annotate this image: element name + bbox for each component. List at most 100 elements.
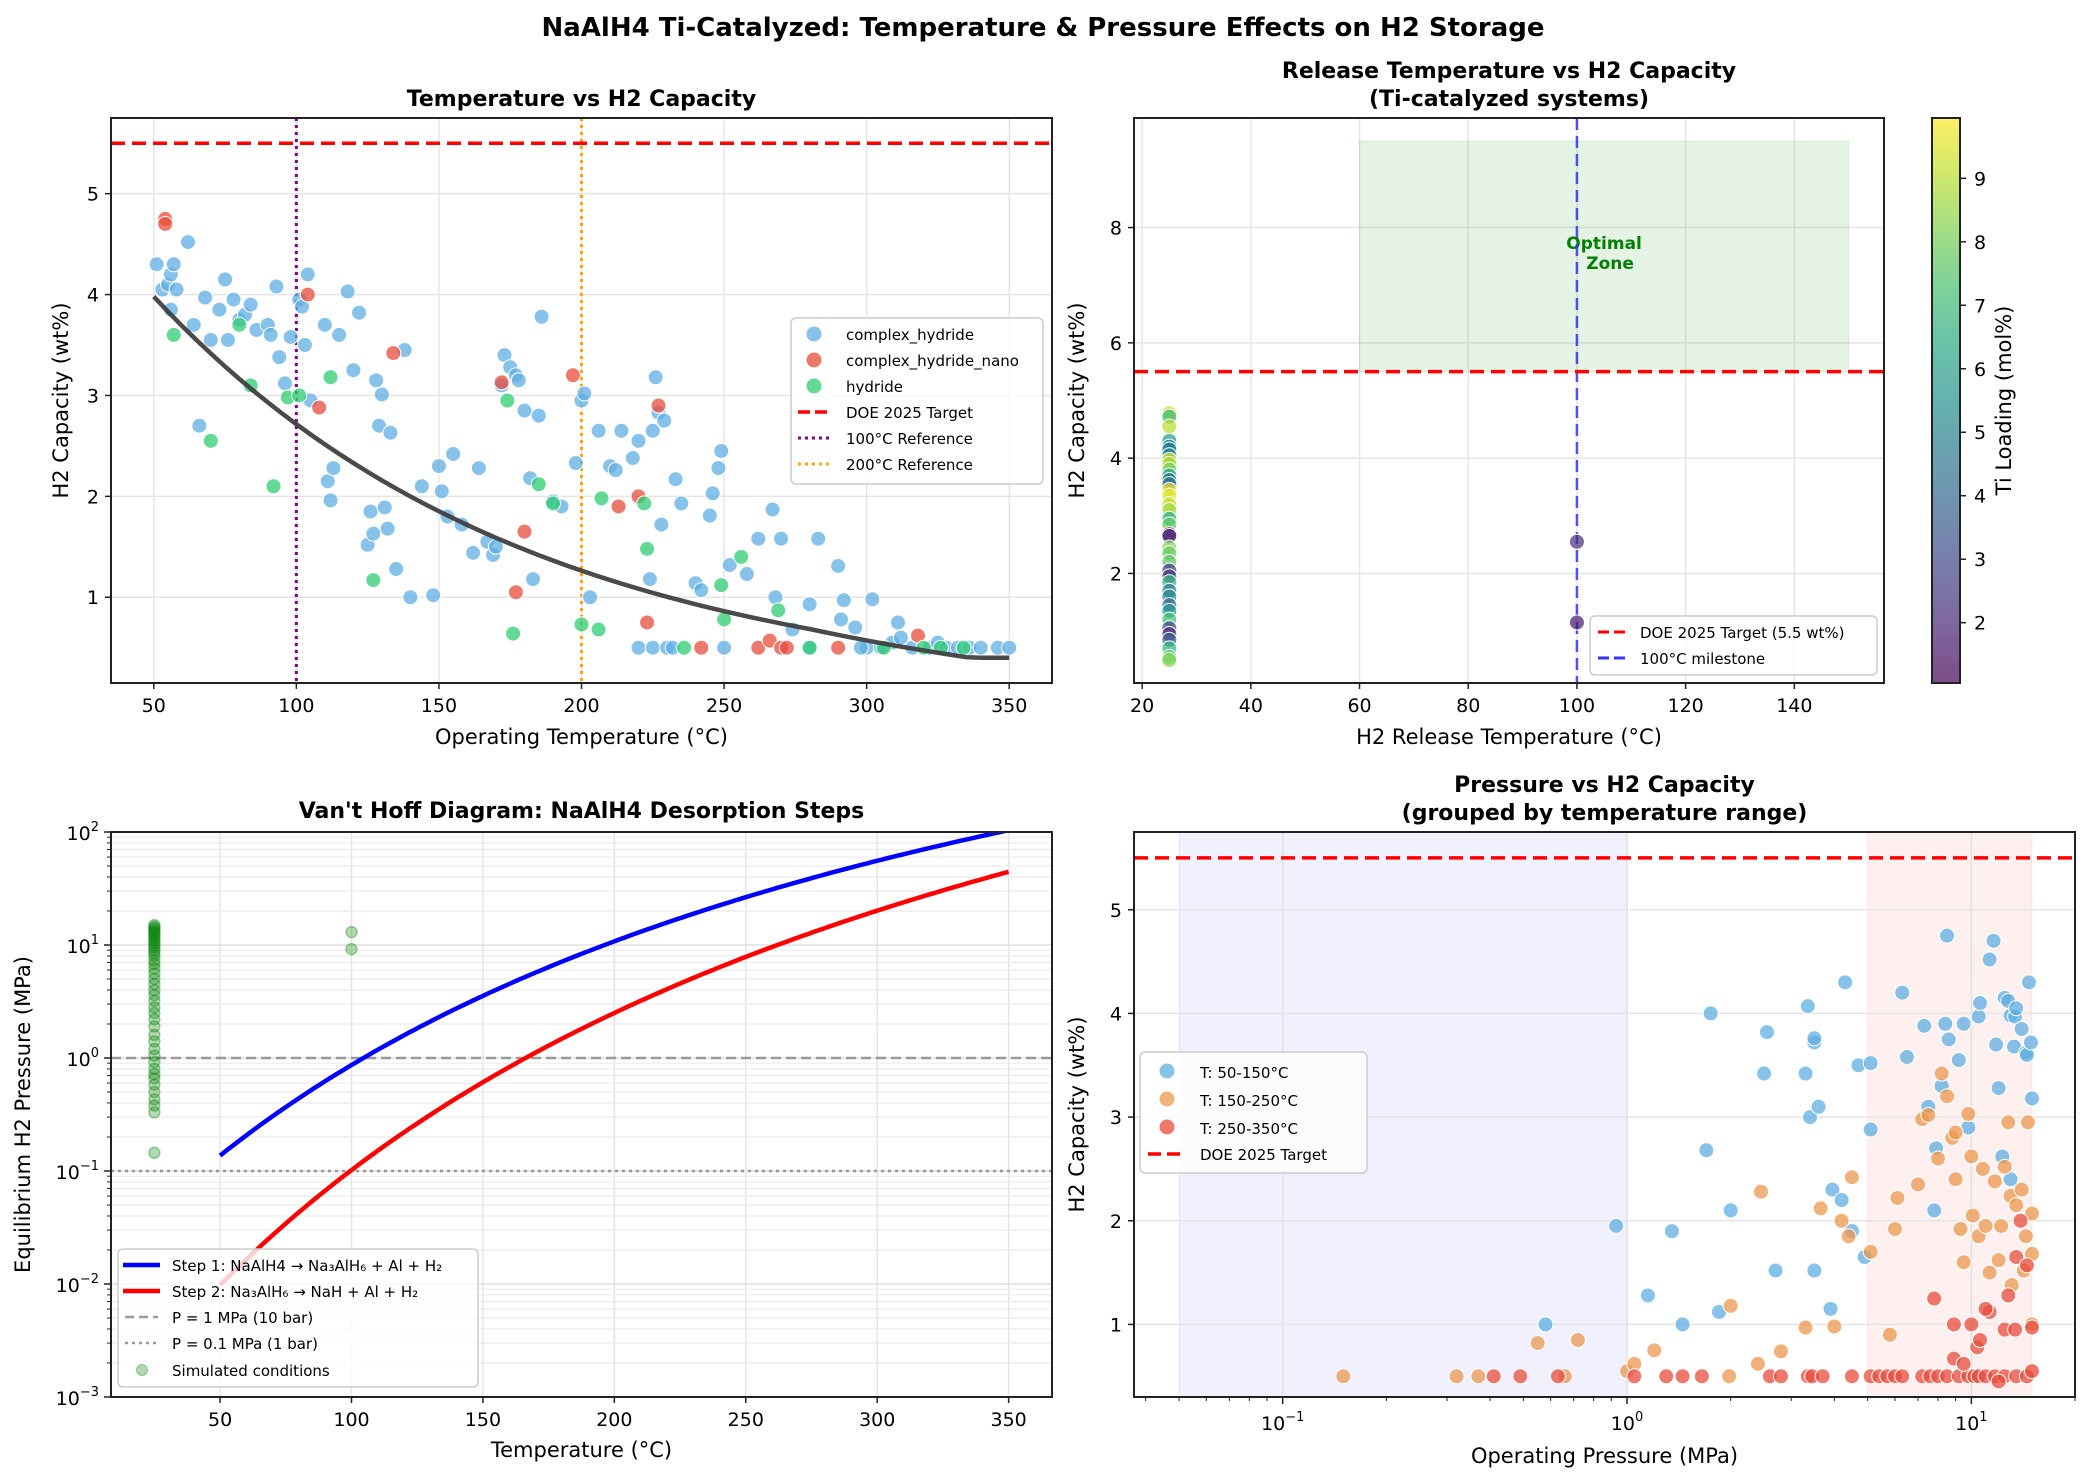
- data-point-t-range-1: [2008, 1000, 2025, 1017]
- data-point-t-range-1: [1862, 1055, 1879, 1072]
- data-point-t-range-1: [1985, 932, 2002, 949]
- data-point-complex-hydride: [225, 291, 242, 308]
- data-point-t-range-2: [1981, 1264, 1998, 1281]
- x-tick-label: 101: [1955, 1410, 1987, 1435]
- x-tick-label: 350: [990, 1409, 1026, 1431]
- x-tick-label: 50: [142, 695, 166, 717]
- colorbar-tick-label: 8: [1974, 232, 1986, 254]
- data-point-t-range-2: [1833, 1212, 1850, 1229]
- data-point-complex-hydride: [465, 544, 482, 561]
- data-point-t-range-1: [1926, 1202, 1943, 1219]
- simulated-condition-point: [148, 936, 161, 949]
- data-point-complex-hydride-nano: [299, 286, 316, 303]
- data-point-t-range-1: [1894, 984, 1911, 1001]
- data-point-t-range-2: [1812, 1200, 1829, 1217]
- legend-label: DOE 2025 Target: [1200, 1146, 1327, 1164]
- colorbar-tick-label: 3: [1974, 549, 1986, 571]
- data-point-t-range-3: [2007, 1321, 2024, 1338]
- data-point-t-range-1: [1799, 998, 1816, 1015]
- simulated-condition-point: [148, 962, 161, 975]
- points-layer: [1134, 856, 2075, 1390]
- data-point-t-range-1: [1537, 1316, 1554, 1333]
- colorbar-tick-label: 7: [1974, 295, 1986, 317]
- data-point-t-range-2: [1753, 1183, 1770, 1200]
- data-point: [1161, 651, 1178, 668]
- legend-marker: [806, 326, 822, 342]
- data-point-hydride: [231, 316, 248, 333]
- axes-frame: [110, 831, 1053, 1398]
- data-point-t-range-1: [1837, 974, 1854, 991]
- x-tick-label: 100: [1559, 695, 1595, 717]
- data-point-hydride: [573, 616, 590, 633]
- axes-frame: [1133, 831, 2076, 1398]
- simulated-condition-point: [148, 924, 161, 937]
- data-point-complex-hydride: [710, 460, 727, 477]
- data-point-complex-hydride: [890, 614, 907, 631]
- data-point-t-range-2: [2023, 1205, 2040, 1222]
- y-tick-label: 3: [87, 385, 99, 407]
- data-point-complex-hydride: [653, 516, 670, 533]
- data-point-t-range-2: [1840, 1228, 1857, 1245]
- data-point-complex-hydride: [470, 460, 487, 477]
- data-point-hydride: [801, 639, 818, 656]
- x-tick-label: 40: [1239, 695, 1263, 717]
- data-point-t-range-2: [2017, 1228, 2034, 1245]
- simulated-condition-point: [148, 1099, 161, 1112]
- data-point-complex-hydride-nano: [610, 498, 627, 515]
- data-point-t-range-1: [1955, 1015, 1972, 1032]
- simulated-condition-point: [148, 977, 161, 991]
- data-point-complex-hydride: [530, 407, 547, 424]
- y-tick-label-base: 10: [67, 823, 91, 845]
- data-point-t-range-1: [1940, 1031, 1957, 1048]
- data-point-t-range-2: [1939, 1088, 1956, 1105]
- y-tick-label: 2: [1110, 1211, 1122, 1233]
- data-point-complex-hydride: [773, 530, 790, 547]
- x-tick-label-exp: 0: [1635, 1410, 1643, 1425]
- data-point-t-range-1: [1988, 1036, 2005, 1053]
- data-point-complex-hydride: [148, 256, 165, 273]
- data-point-complex-hydride: [764, 501, 781, 518]
- simulated-condition-point: [148, 1106, 161, 1119]
- data-point-hydride: [593, 490, 610, 507]
- data-point-t-range-2: [2008, 1197, 2025, 1214]
- data-point-t-range-3: [1674, 1368, 1691, 1385]
- data-point-t-range-1: [1822, 1300, 1839, 1317]
- data-point-hydride: [322, 369, 339, 386]
- data-point-complex-hydride: [319, 473, 336, 490]
- legend-label: complex_hydride: [846, 326, 974, 345]
- equilibrium-curve-step-2: [218, 869, 1010, 1287]
- data-point: [1568, 533, 1585, 550]
- legend-marker: [1159, 1119, 1175, 1135]
- legend-box: [1589, 615, 1878, 676]
- data-point-complex-hydride: [810, 530, 827, 547]
- data-point-t-range-2: [1722, 1297, 1739, 1314]
- data-point-complex-hydride: [379, 520, 396, 537]
- data-point-complex-hydride: [647, 369, 664, 386]
- data-point-t-range-2: [1964, 1207, 1981, 1224]
- trend-line: [152, 295, 1010, 661]
- y-tick-label: 4: [87, 285, 99, 307]
- simulated-condition-point: [148, 1146, 161, 1160]
- data-point-t-range-2: [1448, 1368, 1465, 1385]
- simulated-condition-point: [148, 954, 161, 967]
- data-point-complex-hydride-nano: [311, 399, 328, 416]
- data-point-complex-hydride: [576, 385, 593, 402]
- simulated-condition-point: [148, 1085, 161, 1099]
- simulated-condition-point: [148, 918, 161, 932]
- x-tick-label-base: 10: [1261, 1413, 1285, 1435]
- x-tick-label: 350: [991, 695, 1027, 717]
- data-point-t-range-1: [1663, 1223, 1680, 1240]
- data-point-hydride: [165, 326, 182, 343]
- data-point-t-range-1: [1970, 1008, 1987, 1025]
- y-tick-label: 101: [67, 933, 99, 958]
- data-point-hydride: [530, 476, 547, 493]
- data-point-complex-hydride: [835, 592, 852, 609]
- data-point-t-range-2: [1947, 1171, 1964, 1188]
- x-tick-label-base: 10: [1611, 1413, 1635, 1435]
- data-point-t-range-3: [1512, 1368, 1529, 1385]
- data-point-complex-hydride: [382, 424, 399, 441]
- colorbar-tick-label: 9: [1974, 168, 1986, 190]
- data-point-complex-hydride: [299, 266, 316, 283]
- legend-label: 100°C milestone: [1640, 650, 1765, 668]
- data-point-t-range-2: [1772, 1343, 1789, 1360]
